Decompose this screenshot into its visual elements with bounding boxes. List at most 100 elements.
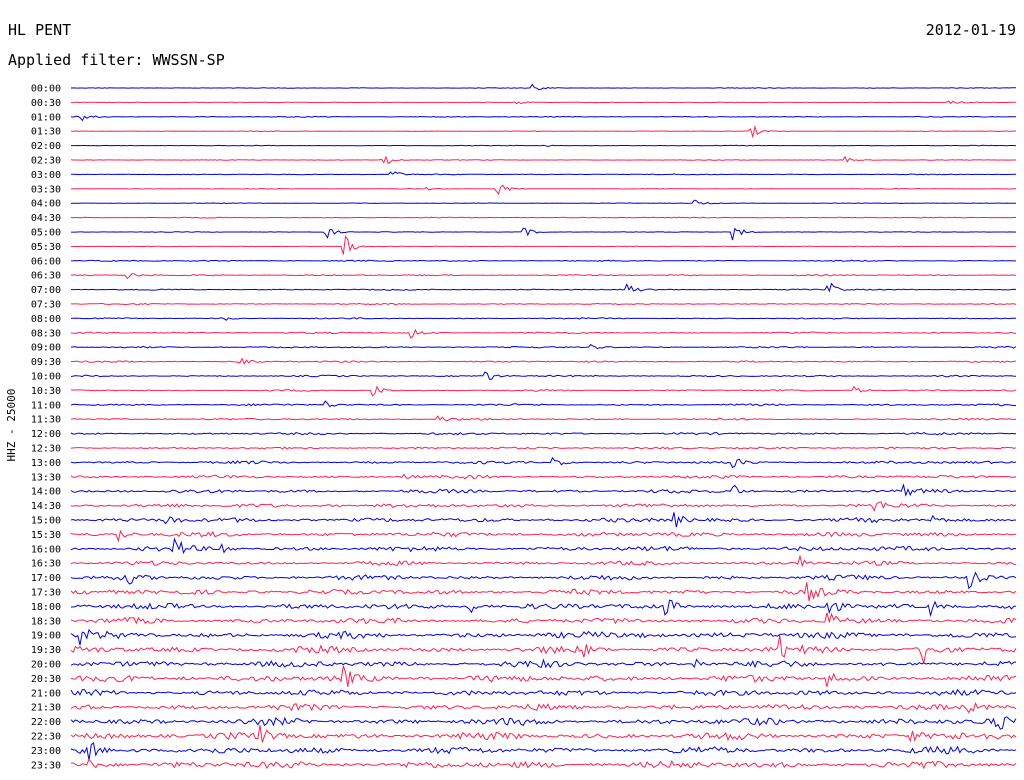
row-label-2030: 20:30: [31, 674, 61, 685]
row-label-1930: 19:30: [31, 645, 61, 656]
row-label-2130: 21:30: [31, 703, 61, 714]
row-label-1100: 11:00: [31, 400, 61, 411]
row-label-1530: 15:30: [31, 530, 61, 541]
trace-1400: [70, 483, 1017, 497]
row-label-1300: 13:00: [31, 458, 61, 469]
row-label-1230: 12:30: [31, 444, 61, 455]
trace-0030: [71, 100, 1016, 105]
row-label-1430: 14:30: [31, 501, 61, 512]
trace-1130: [70, 415, 1017, 422]
trace-1700: [70, 571, 1017, 590]
trace-1800: [70, 599, 1017, 618]
trace-0300: [71, 171, 1017, 176]
row-label-1130: 11:30: [31, 415, 61, 426]
row-time-labels: 00:00 00:30 01:00 01:30 02:00 02:30 03:00 03:30…: [31, 84, 61, 772]
row-label-2300: 23:00: [31, 746, 61, 757]
row-label-0230: 02:30: [31, 156, 61, 167]
row-label-0900: 09:00: [31, 343, 61, 354]
trace-2330: [70, 758, 1017, 770]
trace-2000: [70, 658, 1017, 669]
row-label-0030: 00:30: [31, 98, 61, 109]
trace-1900: [70, 628, 1017, 646]
trace-0230: [70, 155, 1016, 165]
row-label-1000: 10:00: [31, 372, 61, 383]
trace-1030: [70, 385, 1017, 397]
trace-0330: [71, 184, 1017, 195]
trace-2130: [70, 702, 1017, 714]
row-label-0330: 03:30: [31, 184, 61, 195]
trace-0130: [70, 124, 1017, 139]
row-label-2200: 22:00: [31, 717, 61, 728]
record-date: 2012-01-19: [925, 21, 1016, 39]
trace-1930: [70, 635, 1017, 664]
row-label-2100: 21:00: [31, 688, 61, 699]
trace-1100: [70, 400, 1017, 408]
row-label-0400: 04:00: [31, 199, 61, 210]
trace-0430: [70, 216, 1017, 219]
row-label-1830: 18:30: [31, 616, 61, 627]
row-label-0930: 09:30: [31, 357, 61, 368]
row-label-0700: 07:00: [31, 285, 61, 296]
trace-1300: [70, 456, 1017, 469]
seismic-traces: [70, 83, 1017, 770]
trace-1600: [70, 537, 1017, 555]
row-label-2330: 23:30: [31, 760, 61, 771]
row-label-1200: 12:00: [31, 429, 61, 440]
trace-0500: [71, 227, 1017, 241]
row-label-1730: 17:30: [31, 588, 61, 599]
trace-0600: [70, 259, 1016, 263]
station-title: HL PENT: [8, 21, 72, 39]
row-label-1900: 19:00: [31, 631, 61, 642]
row-label-1030: 10:30: [31, 386, 61, 397]
row-label-1700: 17:00: [31, 573, 61, 584]
row-label-0630: 06:30: [31, 271, 61, 282]
trace-0400: [71, 199, 1017, 205]
trace-2300: [70, 742, 1017, 761]
row-label-0800: 08:00: [31, 314, 61, 325]
trace-1530: [70, 529, 1017, 543]
row-label-2230: 22:30: [31, 732, 61, 743]
row-label-0200: 02:00: [31, 141, 61, 152]
applied-filter: Applied filter: WWSSN-SP: [8, 51, 225, 69]
trace-0530: [71, 235, 1017, 255]
trace-0630: [70, 273, 1017, 280]
trace-0000: [70, 83, 1016, 91]
trace-2100: [70, 688, 1017, 697]
trace-1230: [70, 446, 1017, 450]
trace-1200: [70, 432, 1017, 436]
trace-0900: [70, 343, 1017, 350]
trace-0700: [70, 282, 1017, 293]
trace-0830: [70, 328, 1017, 339]
trace-2200: [70, 716, 1017, 730]
trace-0100: [70, 115, 1017, 122]
row-label-0100: 01:00: [31, 112, 61, 123]
trace-1000: [70, 371, 1017, 380]
row-label-0530: 05:30: [31, 242, 61, 253]
trace-1730: [70, 582, 1017, 602]
trace-0930: [71, 357, 1017, 366]
row-label-1400: 14:00: [31, 487, 61, 498]
row-label-0430: 04:30: [31, 213, 61, 224]
trace-0730: [71, 302, 1017, 306]
trace-1330: [70, 473, 1017, 480]
row-label-0830: 08:30: [31, 328, 61, 339]
trace-1430: [70, 501, 1017, 512]
row-label-0300: 03:00: [31, 170, 61, 181]
trace-0800: [70, 317, 1017, 321]
row-label-1800: 18:00: [31, 602, 61, 613]
row-label-1500: 15:00: [31, 516, 61, 527]
row-label-2000: 20:00: [31, 660, 61, 671]
row-label-1330: 13:30: [31, 472, 61, 483]
row-label-0130: 01:30: [31, 127, 61, 138]
trace-1630: [70, 554, 1017, 568]
trace-0200: [71, 144, 1017, 148]
row-label-0000: 00:00: [31, 84, 61, 95]
row-label-1630: 16:30: [31, 559, 61, 570]
trace-1830: [70, 612, 1017, 625]
row-label-0730: 07:30: [31, 300, 61, 311]
trace-2230: [70, 725, 1017, 743]
row-label-1600: 16:00: [31, 544, 61, 555]
row-label-0500: 05:00: [31, 228, 61, 239]
trace-2030: [70, 665, 1017, 687]
